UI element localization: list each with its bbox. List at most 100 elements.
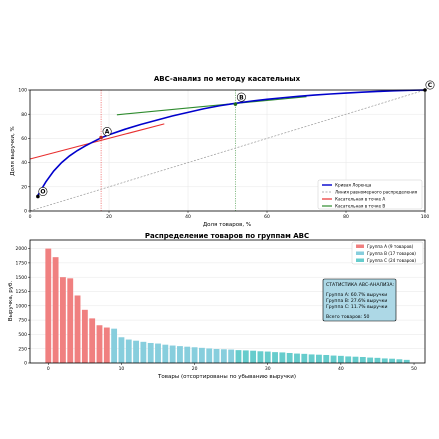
bar-44 xyxy=(367,357,374,363)
chart1-legend-box xyxy=(317,179,423,210)
chart1-ytick-0: 0 xyxy=(24,209,27,215)
bar-40 xyxy=(337,355,344,363)
point-o-badge xyxy=(38,186,48,196)
bar-25 xyxy=(228,349,235,363)
bar-2 xyxy=(59,277,66,363)
bar-20 xyxy=(191,347,198,363)
chart1-xtick-0: 0 xyxy=(29,214,32,220)
chart1-xtick-5: 100 xyxy=(421,214,430,220)
legend-swatch-group-c xyxy=(356,258,364,262)
bar-31 xyxy=(272,352,278,363)
chart1-frame xyxy=(29,89,426,212)
chart2-xtick-5: 50 xyxy=(411,366,417,372)
bar-29 xyxy=(257,351,264,363)
chart2-ytick-4: 1000 xyxy=(16,303,28,309)
bar-0 xyxy=(45,248,52,363)
bar-18 xyxy=(177,346,183,363)
point-c-label: C xyxy=(428,82,433,89)
bar-28 xyxy=(250,350,257,363)
chart2-xlabel: Товары (отсортированы по убыванию выручк… xyxy=(157,374,296,380)
point-b-marker xyxy=(233,102,238,106)
bar-24 xyxy=(220,349,227,363)
stats-box-bg xyxy=(322,278,397,322)
chart1-xtick-1: 20 xyxy=(106,214,112,220)
bar-47 xyxy=(389,358,396,363)
lorenz-curve xyxy=(37,89,426,196)
bar-39 xyxy=(330,355,337,363)
bar-43 xyxy=(359,356,366,363)
point-o-label: O xyxy=(40,189,45,196)
chart1-ytick-3: 60 xyxy=(21,136,27,142)
bar-11 xyxy=(125,339,132,363)
bar-3 xyxy=(67,278,74,363)
bar-16 xyxy=(162,344,169,363)
point-c-badge xyxy=(425,80,435,90)
bar-14 xyxy=(147,342,154,363)
chart1-title: ABC-анализ по методу касательных xyxy=(154,75,301,83)
chart2-ytick-5: 1250 xyxy=(16,289,28,295)
tangent-b-line xyxy=(116,96,307,116)
legend-text-uniform: Линия равномерного распределения xyxy=(335,190,418,195)
bar-26 xyxy=(235,350,242,363)
bar-37 xyxy=(316,354,322,363)
chart1-ytick-5: 100 xyxy=(18,88,27,94)
legend-swatch-group-a xyxy=(356,244,364,248)
chart2-frame xyxy=(29,239,426,364)
point-b-label: B xyxy=(239,94,244,101)
bar-32 xyxy=(279,352,286,363)
chart2-ytick-6: 1500 xyxy=(16,275,28,281)
chart1-xtick-2: 40 xyxy=(185,214,191,220)
chart2-xtick-0: 0 xyxy=(47,366,50,372)
bar-21 xyxy=(198,347,205,363)
bar-7 xyxy=(96,325,103,363)
legend-text-tangent-a: Касательная в точке A xyxy=(335,197,385,202)
chart1-ylabel: Доля выручки, % xyxy=(10,126,16,175)
bar-34 xyxy=(294,353,300,363)
bar-22 xyxy=(206,348,213,363)
chart1-legend: Кривая Лоренца Линия равномерного распре… xyxy=(317,179,423,210)
bar-12 xyxy=(133,340,139,363)
bar-4 xyxy=(74,295,81,363)
chart2-ylabel: Выручка, руб. xyxy=(8,281,14,321)
chart1-ytick-1: 20 xyxy=(21,184,27,190)
bar-23 xyxy=(213,348,220,363)
bar-1 xyxy=(52,257,59,363)
chart2-xtick-2: 20 xyxy=(192,366,198,372)
bar-49 xyxy=(403,359,410,363)
tangent-a-line xyxy=(29,123,165,160)
bar-30 xyxy=(264,351,271,363)
bar-38 xyxy=(323,354,330,363)
point-a-marker xyxy=(99,135,103,140)
chart2-ytick-1: 250 xyxy=(18,346,27,352)
bar-46 xyxy=(381,358,388,363)
legend-text-group-c: Группа C (24 товаров) xyxy=(367,258,416,263)
point-b-badge xyxy=(236,92,246,102)
chart1-xtick-4: 80 xyxy=(343,214,349,220)
bar-35 xyxy=(301,353,308,363)
chart2-xtick-4: 40 xyxy=(338,366,344,372)
stats-line-c: Группа C: 11.7% выручки xyxy=(326,304,387,310)
bar-10 xyxy=(118,337,125,363)
chart1-xlabel: Доля товаров, % xyxy=(203,222,251,228)
stats-line-a: Группа A: 60.7% выручки xyxy=(326,292,387,298)
stats-box: СТАТИСТИКА ABC-АНАЛИЗА: Группа A: 60.7% … xyxy=(322,278,397,322)
bar-5 xyxy=(81,309,88,363)
bar-15 xyxy=(155,343,161,363)
chart2-legend-box xyxy=(351,241,424,265)
stats-total: Всего товаров: 50 xyxy=(326,314,370,320)
chart2-ytick-3: 750 xyxy=(18,318,27,324)
bar-48 xyxy=(396,359,403,363)
abc-bar-chart: Распределение товаров по группам ABC 0 10… xyxy=(8,232,426,380)
stats-title: СТАТИСТИКА ABC-АНАЛИЗА: xyxy=(326,282,395,288)
point-o-marker xyxy=(36,194,40,199)
bar-33 xyxy=(286,352,293,363)
chart2-ytick-7: 1750 xyxy=(16,260,28,266)
chart2-ytick-0: 0 xyxy=(24,361,27,367)
bar-36 xyxy=(308,354,315,363)
legend-text-group-b: Группа B (17 товаров) xyxy=(367,251,416,256)
lorenz-chart: ABC-анализ по методу касательных O A B C 0 2… xyxy=(10,75,435,228)
chart1-ytick-4: 80 xyxy=(21,112,27,118)
bar-41 xyxy=(345,356,352,363)
bar-42 xyxy=(352,356,359,363)
chart1-xtick-3: 60 xyxy=(264,214,270,220)
